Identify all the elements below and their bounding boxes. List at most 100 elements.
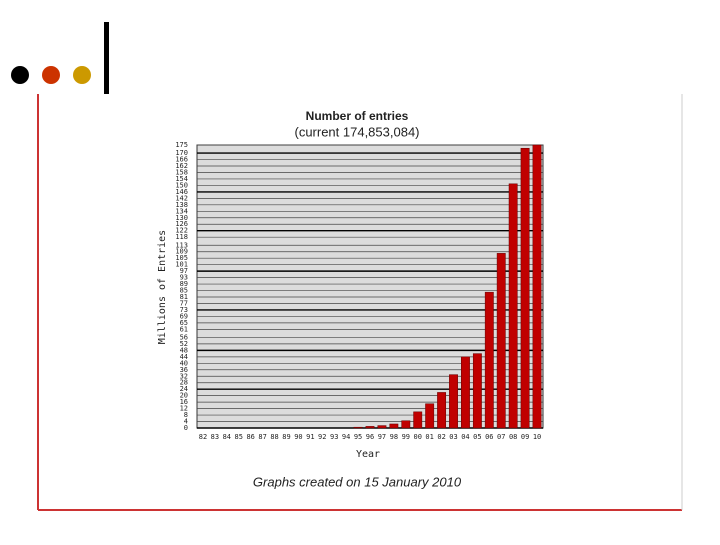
y-tick-label: 48: [180, 346, 188, 354]
y-tick-label: 93: [180, 274, 188, 282]
x-tick-label: 93: [330, 433, 338, 441]
x-tick-label: 94: [342, 433, 350, 441]
x-tick-label: 92: [318, 433, 326, 441]
x-tick-label: 05: [473, 433, 481, 441]
dot-black: [11, 66, 29, 84]
y-tick-label: 8: [184, 411, 188, 419]
y-tick-label: 61: [180, 325, 188, 333]
y-tick-label: 28: [180, 379, 188, 387]
bar: [496, 253, 506, 429]
x-tick-label: 84: [223, 433, 231, 441]
y-tick-label: 134: [175, 207, 188, 215]
y-tick-label: 73: [180, 306, 188, 314]
y-tick-label: 85: [180, 287, 188, 295]
y-tick-label: 36: [180, 366, 188, 374]
y-tick-label: 105: [175, 254, 188, 262]
y-tick-label: 44: [180, 353, 188, 361]
bar: [353, 426, 363, 429]
bar: [437, 392, 447, 429]
y-tick-label: 97: [180, 267, 188, 275]
x-axis-label: Year: [356, 449, 380, 460]
x-tick-label: 00: [414, 433, 422, 441]
x-tick-label: 01: [425, 433, 433, 441]
y-tick-label: 130: [175, 214, 188, 222]
x-tick-label: 96: [366, 433, 374, 441]
y-tick-label: 126: [175, 220, 188, 228]
footer-note: Graphs created on 15 January 2010: [253, 474, 462, 489]
x-tick-label: 09: [521, 433, 529, 441]
y-tick-label: 20: [180, 392, 188, 400]
y-tick-label: 118: [175, 233, 188, 241]
chart-subtitle: (current 174,853,084): [294, 124, 419, 139]
y-tick-label: 138: [175, 201, 188, 209]
bar: [425, 403, 435, 429]
y-tick-label: 0: [184, 424, 188, 432]
bar: [520, 147, 530, 429]
dot-red: [42, 66, 60, 84]
bar: [472, 353, 482, 429]
x-tick-label: 91: [306, 433, 314, 441]
x-tick-label: 03: [449, 433, 457, 441]
y-tick-label: 142: [175, 194, 188, 202]
y-tick-label: 89: [180, 280, 188, 288]
y-tick-label: 52: [180, 340, 188, 348]
bar: [532, 144, 542, 429]
x-tick-label: 89: [282, 433, 290, 441]
bar: [508, 183, 518, 429]
bar: [389, 423, 399, 429]
x-tick-label: 87: [258, 433, 266, 441]
y-tick-label: 4: [184, 418, 188, 426]
plot: 0481216202428323640444852566165697377818…: [175, 141, 544, 441]
y-tick-label: 77: [180, 299, 188, 307]
x-tick-label: 98: [390, 433, 398, 441]
dot-gold: [73, 66, 91, 84]
x-tick-label: 97: [378, 433, 386, 441]
x-tick-label: 86: [246, 433, 254, 441]
y-tick-label: 40: [180, 359, 188, 367]
bar: [413, 411, 423, 429]
x-tick-label: 88: [270, 433, 278, 441]
y-tick-label: 150: [175, 181, 188, 189]
divider: [104, 22, 109, 94]
y-tick-label: 101: [175, 261, 188, 269]
bar: [401, 420, 411, 429]
y-tick-label: 113: [175, 241, 188, 249]
bar: [365, 426, 375, 429]
y-tick-label: 12: [180, 405, 188, 413]
x-tick-label: 90: [294, 433, 302, 441]
x-tick-label: 10: [533, 433, 541, 441]
y-tick-label: 24: [180, 385, 188, 393]
y-tick-label: 146: [175, 188, 188, 196]
x-tick-label: 02: [437, 433, 445, 441]
y-tick-label: 175: [175, 141, 188, 149]
bar: [377, 425, 387, 429]
bar: [484, 291, 494, 429]
x-tick-label: 95: [354, 433, 362, 441]
x-tick-label: 07: [497, 433, 505, 441]
x-tick-label: 83: [211, 433, 219, 441]
y-axis-label: Millions of Entries: [157, 230, 168, 344]
y-tick-label: 122: [175, 227, 188, 235]
y-tick-label: 32: [180, 372, 188, 380]
chart-title: Number of entries: [306, 109, 409, 123]
x-tick-label: 85: [235, 433, 243, 441]
x-tick-label: 82: [199, 433, 207, 441]
y-tick-label: 109: [175, 248, 188, 256]
y-tick-label: 65: [180, 319, 188, 327]
x-tick-label: 99: [402, 433, 410, 441]
bar: [449, 374, 458, 429]
y-tick-label: 166: [175, 156, 188, 164]
y-tick-label: 69: [180, 312, 188, 320]
y-tick-label: 170: [175, 149, 188, 157]
x-tick-label: 06: [485, 433, 493, 441]
y-tick-label: 154: [175, 175, 188, 183]
bar: [461, 356, 470, 429]
x-tick-label: 08: [509, 433, 517, 441]
y-tick-label: 162: [175, 162, 188, 170]
x-tick-label: 04: [461, 433, 469, 441]
y-tick-label: 16: [180, 398, 188, 406]
y-tick-label: 56: [180, 333, 188, 341]
y-tick-label: 81: [180, 293, 188, 301]
y-tick-label: 158: [175, 168, 188, 176]
